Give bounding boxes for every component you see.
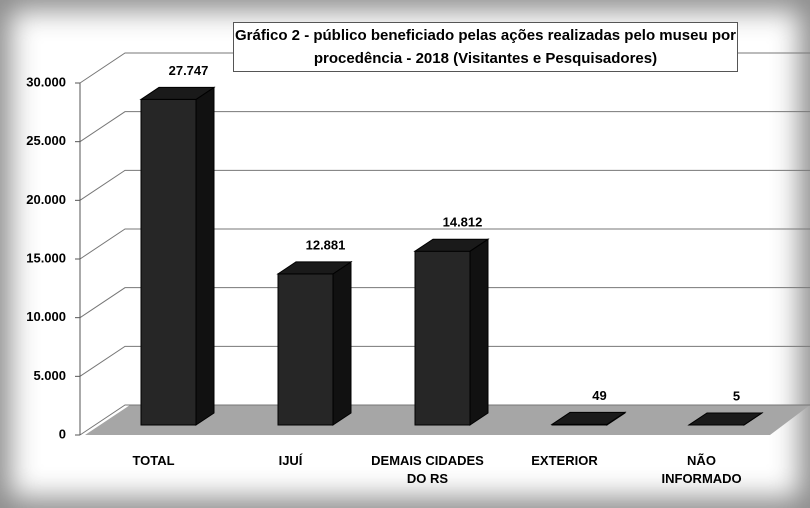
x-tick-label: TOTAL [132,453,175,468]
x-tick-label: NÃO INFORMADO [661,453,742,486]
value-label: 12.881 [306,237,346,252]
x-tick-label: DEMAIS CIDADES DO RS [371,453,484,486]
y-tick-label: 0 [59,426,66,441]
bar-side [332,260,352,426]
y-tick-label: 30.000 [26,74,66,89]
value-label: 14.812 [443,215,483,230]
bar-top [139,86,216,100]
bar-top [550,411,627,425]
grid-line [79,228,810,260]
chart-title: Gráfico 2 - público beneficiado pelas aç… [233,22,738,72]
bar-top [687,412,764,426]
bar-top [276,261,353,275]
grid-line [79,169,810,201]
bar-side [469,238,489,426]
value-label: 27.747 [169,63,209,78]
grid-line [79,287,810,319]
grid-line [79,345,810,377]
bar [140,98,197,426]
grid-line [79,111,810,143]
grid-line [79,404,810,436]
value-label: 49 [592,388,606,403]
bar [277,273,334,426]
y-tick-label: 15.000 [26,250,66,265]
y-tick-label: 5.000 [33,368,66,383]
bar [414,250,471,426]
bar-side [195,86,215,426]
value-label: 5 [733,388,740,403]
bar-top [413,238,490,252]
x-tick-label: IJUÍ [278,453,303,468]
x-tick-label: EXTERIOR [531,453,598,468]
y-tick-label: 10.000 [26,309,66,324]
y-tick-label: 20.000 [26,192,66,207]
y-tick-label: 25.000 [26,133,66,148]
